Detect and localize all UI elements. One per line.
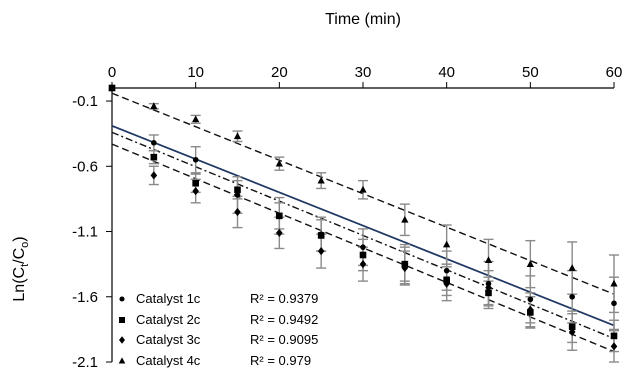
x-tick-label: 0 <box>108 64 116 81</box>
x-tick-label: 10 <box>187 64 204 81</box>
data-point <box>568 264 576 271</box>
legend-series-name: Catalyst 3c <box>136 332 201 347</box>
x-tick-label: 20 <box>271 64 288 81</box>
data-point <box>568 323 576 331</box>
legend-marker <box>118 357 126 364</box>
legend-r-squared: R² = 0.9379 <box>250 291 318 306</box>
data-point <box>610 332 618 340</box>
y-axis-title-mid: /C <box>11 248 28 264</box>
legend-marker <box>119 336 125 344</box>
y-tick-label: -1.6 <box>72 289 98 306</box>
error-bars <box>148 102 619 363</box>
data-point <box>359 185 367 193</box>
legend-r-squared: R² = 0.9492 <box>250 312 318 327</box>
y-tick-label: -1.1 <box>72 224 98 241</box>
data-point <box>443 279 450 288</box>
data-point <box>527 296 534 303</box>
data-point <box>275 159 283 167</box>
data-point <box>150 102 158 110</box>
legend-marker <box>119 296 125 302</box>
data-point <box>234 186 241 194</box>
data-point <box>526 260 534 267</box>
y-axis-title-end: ) <box>11 236 28 241</box>
data-point <box>234 207 241 217</box>
data-point <box>360 244 366 250</box>
data-point <box>317 176 325 184</box>
legend-r-squared: R² = 0.979 <box>250 353 311 368</box>
data-point <box>610 342 618 351</box>
legend-marker <box>119 317 125 323</box>
legend-series-name: Catalyst 1c <box>136 291 201 306</box>
y-axis-title-main: Ln(C <box>11 267 28 302</box>
data-point <box>151 139 157 146</box>
y-tick-label: -2.1 <box>72 354 98 371</box>
data-point <box>611 300 617 307</box>
data-point <box>359 251 367 259</box>
axes: 0 10 20 30 40 50 60 -0.1 -0.6 -1.1 -1.6 -2.1 <box>72 64 622 371</box>
data-point <box>569 293 575 300</box>
y-axis-title: Ln(Ct/Co) <box>11 236 31 301</box>
data-point <box>276 228 283 237</box>
data-point <box>401 263 409 273</box>
data-point <box>317 246 325 256</box>
data-point <box>192 156 199 163</box>
data-point <box>568 327 576 337</box>
x-tick-label: 30 <box>355 64 372 81</box>
data-point <box>359 260 367 269</box>
data-point <box>401 215 409 223</box>
y-tick-label: -0.6 <box>72 158 98 175</box>
data-point <box>192 115 200 123</box>
data-point <box>317 232 325 239</box>
legend: Catalyst 1c R² = 0.9379 Catalyst 2c R² = 0.… <box>118 291 318 368</box>
legend-r-squared: R² = 0.9095 <box>250 332 318 347</box>
data-point <box>150 153 158 161</box>
y-tick-label: -0.1 <box>72 93 98 110</box>
data-point <box>233 132 242 140</box>
x-tick-label: 40 <box>438 64 455 81</box>
data-point <box>485 289 492 297</box>
legend-series-name: Catalyst 4c <box>136 353 201 368</box>
y-axis-title-sub2: o <box>19 242 31 248</box>
data-point <box>610 279 618 287</box>
legend-series-name: Catalyst 2c <box>136 312 201 327</box>
data-point <box>234 192 241 198</box>
data-point <box>443 240 451 248</box>
y-axis-title-sub1: t <box>19 264 31 267</box>
data-point <box>527 305 534 314</box>
data-point <box>192 186 199 196</box>
data-point <box>443 267 450 274</box>
data-point <box>150 171 158 180</box>
x-tick-label: 60 <box>606 64 623 81</box>
x-tick-label: 50 <box>522 64 539 81</box>
data-point <box>484 256 493 264</box>
data-point <box>192 179 199 187</box>
x-axis-title: Time (min) <box>325 11 401 28</box>
data-point <box>276 212 283 220</box>
data-points <box>108 83 618 351</box>
data-point <box>485 283 492 292</box>
data-point <box>108 84 116 91</box>
